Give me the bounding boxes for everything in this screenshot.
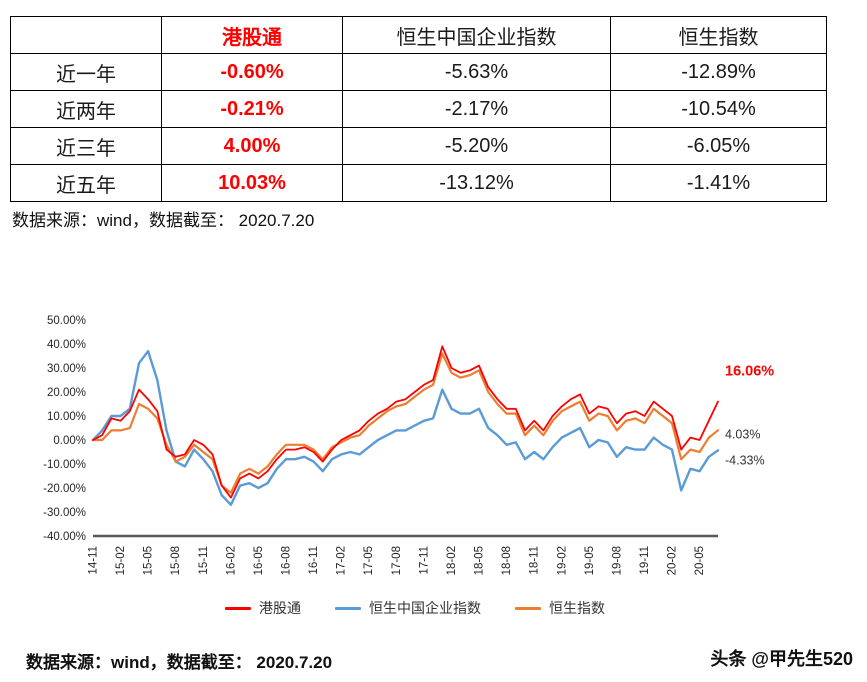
chart-legend: 港股通 恒生中国企业指数 恒生指数 xyxy=(15,598,815,618)
table-header-row: 港股通 恒生中国企业指数 恒生指数 xyxy=(10,16,827,54)
column-header: 港股通 xyxy=(161,16,343,54)
value-cell: -10.54% xyxy=(610,90,827,128)
value-cell: -0.21% xyxy=(161,90,343,128)
line-chart-canvas: 50.00% 40.00% 30.00% 20.00% 10.00% 0.00% -10.0… xyxy=(43,315,774,575)
y-tick-label: -30.00% xyxy=(43,507,86,519)
x-tick-label: 18-11 xyxy=(529,546,541,575)
table-row: 近五年 10.03% -13.12% -1.41% xyxy=(10,164,827,202)
returns-table: 港股通 恒生中国企业指数 恒生指数 近一年 -0.60% -5.63% -12.89% 近两… xyxy=(10,16,827,202)
y-tick-label: 50.00% xyxy=(47,315,86,327)
x-tick-label: 20-02 xyxy=(667,546,679,575)
series-end-label: 16.06% xyxy=(725,363,774,379)
series-line-0 xyxy=(92,345,719,499)
legend-line-marker xyxy=(335,606,361,610)
x-tick-label: 16-05 xyxy=(253,546,265,575)
legend-line-marker xyxy=(225,606,251,610)
table-row: 近一年 -0.60% -5.63% -12.89% xyxy=(10,53,827,91)
y-tick-label: 30.00% xyxy=(47,363,86,375)
value-cell: -2.17% xyxy=(342,90,611,128)
series-end-label: -4.33% xyxy=(725,453,765,467)
series-end-label: 4.03% xyxy=(725,427,760,441)
value-cell: -5.20% xyxy=(342,127,611,165)
y-tick-label: 10.00% xyxy=(47,411,86,423)
value-cell: -0.60% xyxy=(161,53,343,91)
x-tick-label: 20-05 xyxy=(694,546,706,575)
legend-label: 恒生指数 xyxy=(549,600,605,616)
watermark: 头条 @甲先生520 xyxy=(710,649,853,669)
series-line-1 xyxy=(91,350,720,507)
x-tick-label: 18-08 xyxy=(501,546,513,575)
x-tick-label: 15-11 xyxy=(198,546,210,575)
row-label: 近五年 xyxy=(10,164,162,202)
x-tick-label: 18-05 xyxy=(474,546,486,575)
legend-item: 恒生指数 xyxy=(515,598,605,618)
value-cell: 10.03% xyxy=(161,164,343,202)
x-tick-label: 16-11 xyxy=(308,546,320,575)
x-tick-label: 14-11 xyxy=(88,546,100,575)
x-tick-label: 18-02 xyxy=(446,546,458,575)
legend-item: 恒生中国企业指数 xyxy=(335,598,481,618)
value-cell: -12.89% xyxy=(610,53,827,91)
data-source-note-bottom: 数据来源：wind，数据截至： 2020.7.20 xyxy=(26,653,333,672)
x-tick-label: 19-08 xyxy=(611,546,623,575)
x-tick-label: 17-05 xyxy=(363,546,375,575)
x-tick-label: 15-02 xyxy=(115,546,127,575)
x-tick-label: 17-02 xyxy=(336,546,348,575)
y-tick-label: -40.00% xyxy=(43,531,86,543)
value-cell: 4.00% xyxy=(161,127,343,165)
y-tick-label: -10.00% xyxy=(43,459,86,471)
x-tick-label: 16-08 xyxy=(281,546,293,575)
column-header xyxy=(10,16,162,54)
table-row: 近三年 4.00% -5.20% -6.05% xyxy=(10,127,827,165)
x-tick-label: 19-05 xyxy=(584,546,596,575)
row-label: 近三年 xyxy=(10,127,162,165)
value-cell: -1.41% xyxy=(610,164,827,202)
y-tick-label: 0.00% xyxy=(53,435,86,447)
y-tick-label: -20.00% xyxy=(43,483,86,495)
x-tick-label: 17-08 xyxy=(391,546,403,575)
x-tick-label: 15-05 xyxy=(143,546,155,575)
legend-label: 港股通 xyxy=(259,600,301,616)
y-tick-label: 40.00% xyxy=(47,339,86,351)
x-tick-label: 19-11 xyxy=(639,546,651,575)
y-tick-label: 20.00% xyxy=(47,387,86,399)
row-label: 近一年 xyxy=(10,53,162,91)
value-cell: -5.63% xyxy=(342,53,611,91)
legend-label: 恒生中国企业指数 xyxy=(369,600,481,616)
table-row: 近两年 -0.21% -2.17% -10.54% xyxy=(10,90,827,128)
x-tick-label: 17-11 xyxy=(418,546,430,575)
x-tick-label: 16-02 xyxy=(225,546,237,575)
value-cell: -13.12% xyxy=(342,164,611,202)
column-header: 恒生中国企业指数 xyxy=(342,16,611,54)
column-header: 恒生指数 xyxy=(610,16,827,54)
performance-chart: 50.00% 40.00% 30.00% 20.00% 10.00% 0.00% -10.0… xyxy=(15,308,815,608)
legend-line-marker xyxy=(515,606,541,610)
row-label: 近两年 xyxy=(10,90,162,128)
series-line-2 xyxy=(91,352,720,494)
x-tick-label: 19-02 xyxy=(556,546,568,575)
value-cell: -6.05% xyxy=(610,127,827,165)
x-tick-label: 15-08 xyxy=(170,546,182,575)
legend-item: 港股通 xyxy=(225,598,301,618)
data-source-note-top: 数据来源：wind，数据截至： 2020.7.20 xyxy=(12,211,315,230)
